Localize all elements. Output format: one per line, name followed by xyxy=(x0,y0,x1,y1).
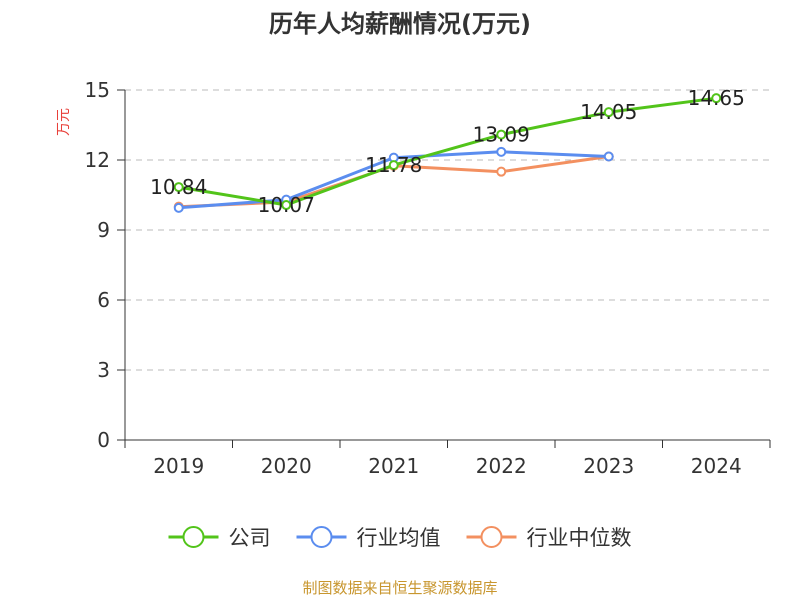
legend-swatch-marker xyxy=(480,526,503,548)
y-axis-label: 万元 xyxy=(56,108,72,136)
grid xyxy=(125,89,770,371)
data-point-3 xyxy=(496,166,507,177)
legend-item-3[interactable]: 行业中位数 xyxy=(466,526,632,550)
legend[interactable]: 公司 行业均值 行业中位数 xyxy=(168,526,632,550)
data-point-1 xyxy=(173,182,184,193)
data-labels: 10.84 10.07 11.78 13.09 14.05 14.65 xyxy=(150,86,745,217)
y-tick-label: 6 xyxy=(97,288,110,312)
legend-item-1[interactable]: 公司 xyxy=(168,526,271,550)
data-label: 10.84 xyxy=(150,175,207,199)
legend-swatch-marker xyxy=(182,526,205,548)
chart-title: 历年人均薪酬情况(万元) xyxy=(269,10,531,38)
y-tick-label: 0 xyxy=(97,428,110,452)
axes: 0 3 6 9 12 15 2019 2020 2021 2022 2023 2024 xyxy=(85,78,771,478)
x-tick-label: 2021 xyxy=(368,454,419,478)
x-tick-label: 2020 xyxy=(261,454,312,478)
x-tick-label: 2019 xyxy=(153,454,204,478)
y-tick-label: 15 xyxy=(85,78,110,102)
y-tick-label: 3 xyxy=(97,358,110,382)
data-label: 13.09 xyxy=(473,123,530,147)
source-note: 制图数据来自恒生聚源数据库 xyxy=(302,579,497,597)
data-point-1 xyxy=(388,160,399,171)
legend-label: 行业中位数 xyxy=(527,526,632,550)
legend-swatch-marker xyxy=(310,526,333,548)
data-label: 14.65 xyxy=(688,86,745,110)
y-tick-label: 12 xyxy=(85,148,110,172)
data-label: 14.05 xyxy=(580,100,637,124)
data-point-2 xyxy=(603,151,614,162)
x-tick-label: 2022 xyxy=(476,454,527,478)
y-tick-label: 9 xyxy=(97,218,110,242)
series-line-1 xyxy=(177,96,718,207)
data-point-1 xyxy=(711,93,722,104)
data-label: 10.07 xyxy=(258,193,315,217)
data-point-2 xyxy=(496,146,507,157)
x-tick-label: 2024 xyxy=(691,454,742,478)
data-point-1 xyxy=(281,200,292,211)
x-tick-label: 2023 xyxy=(583,454,634,478)
series-lines xyxy=(173,93,722,213)
data-label: 11.78 xyxy=(365,153,422,177)
data-point-1 xyxy=(603,107,614,118)
legend-item-2[interactable]: 行业均值 xyxy=(296,526,441,550)
legend-label: 公司 xyxy=(229,526,271,550)
data-point-2 xyxy=(173,202,184,213)
legend-label: 行业均值 xyxy=(357,526,441,550)
data-point-1 xyxy=(496,129,507,140)
